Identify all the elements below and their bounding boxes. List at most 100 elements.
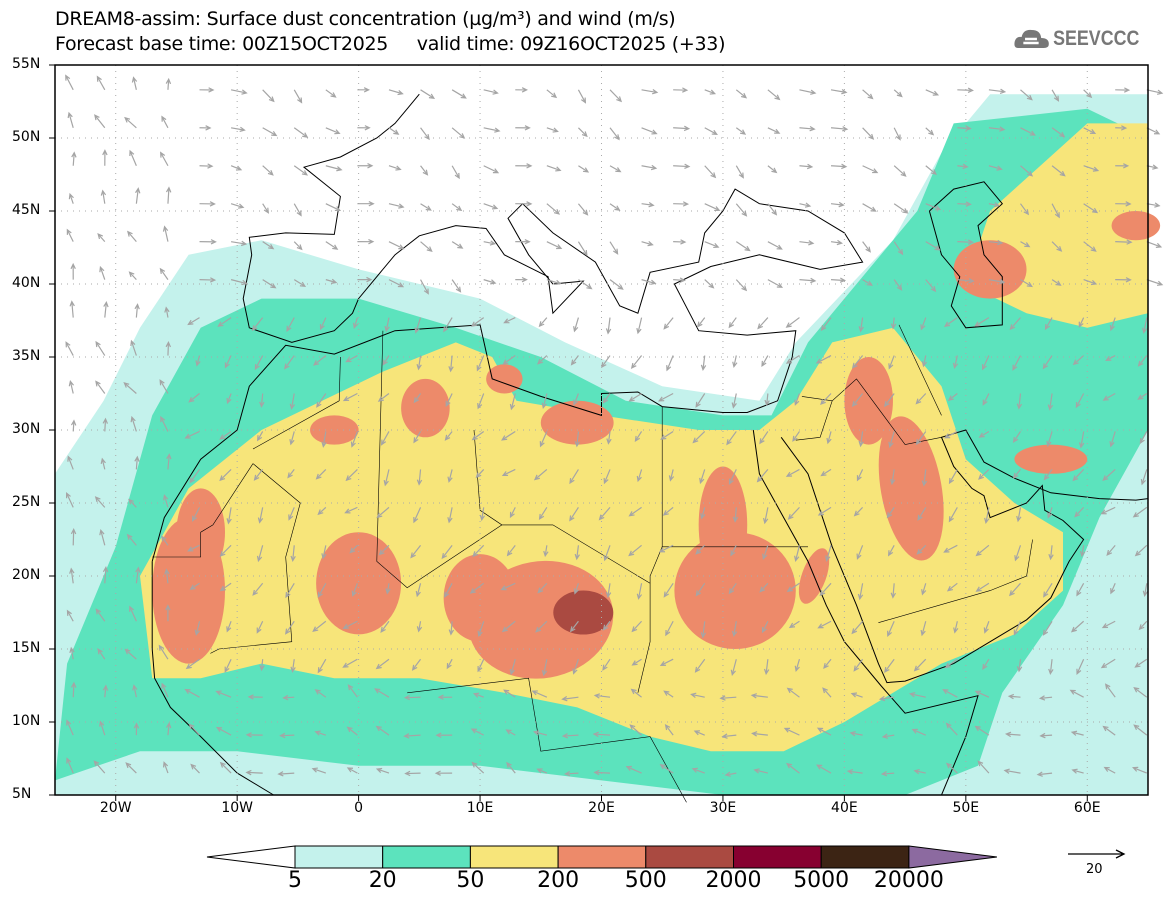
wind-arrow: [561, 696, 579, 702]
wind-arrow: [853, 506, 864, 517]
wind-arrow: [602, 620, 611, 631]
wind-arrow: [735, 241, 751, 252]
colorbar-level-label: 2000: [705, 868, 762, 893]
wind-arrow: [1115, 277, 1132, 283]
wind-arrow: [509, 393, 516, 411]
wind-arrow: [1133, 686, 1148, 698]
wind-arrow: [988, 239, 1004, 246]
wind-arrow: [851, 620, 864, 635]
wind-arrow: [410, 544, 422, 559]
wind-arrow: [99, 265, 106, 280]
wind-arrow: [888, 545, 895, 557]
wind-arrow: [982, 393, 990, 406]
wind-arrow: [262, 203, 270, 214]
wind-arrow: [753, 768, 769, 774]
dust-level-200-500-area: [878, 416, 944, 561]
wind-arrow: [1042, 620, 1053, 636]
wind-arrow: [100, 457, 106, 470]
wind-arrow: [957, 125, 972, 131]
wind-arrow: [673, 277, 686, 283]
wind-arrow: [920, 621, 927, 637]
wind-arrow: [849, 731, 863, 737]
wind-arrow: [862, 279, 873, 286]
wind-arrow: [948, 507, 958, 523]
wind-arrow: [786, 582, 800, 593]
wind-arrow: [988, 126, 1006, 132]
wind-arrow: [135, 566, 141, 584]
wind-arrow: [199, 277, 217, 283]
wind-arrow: [893, 127, 901, 141]
wind-arrow: [437, 694, 453, 700]
wind-arrow: [448, 355, 454, 373]
wind-arrow: [862, 203, 877, 212]
wind-arrow: [252, 582, 264, 596]
wind-arrow: [415, 583, 422, 598]
wind-arrow: [957, 201, 972, 207]
wind-arrow: [134, 303, 140, 318]
wind-arrow: [187, 317, 200, 326]
wind-arrow: [957, 239, 975, 245]
wind-arrow: [731, 393, 737, 409]
wind-arrow: [1083, 279, 1098, 286]
wind-arrow: [974, 317, 990, 327]
wind-arrow: [162, 225, 169, 242]
wind-arrow: [601, 355, 611, 369]
wind-arrow: [501, 430, 516, 441]
wind-arrow: [312, 620, 327, 633]
wind-arrow: [1075, 393, 1085, 409]
dust-level-200-500-area: [698, 466, 748, 584]
wind-arrow: [799, 240, 815, 246]
wind-arrow: [185, 658, 200, 670]
wind-arrow: [325, 127, 341, 135]
wind-arrow: [414, 317, 422, 334]
wind-arrow: [388, 241, 405, 250]
wind-arrow: [957, 163, 969, 170]
lon-label: 10W: [221, 800, 253, 816]
wind-arrow: [199, 125, 212, 131]
colorbar-segment: [557, 845, 647, 869]
wind-arrow: [97, 233, 106, 243]
wind-arrow: [1146, 202, 1161, 208]
wind-arrow: [665, 620, 674, 637]
wind-arrow: [451, 165, 460, 180]
wind-arrow: [451, 279, 462, 293]
wind-arrow: [199, 163, 214, 169]
wind-arrow: [783, 727, 800, 736]
wind-arrow: [351, 583, 358, 597]
wind-arrow: [659, 763, 674, 774]
wind-arrow: [288, 507, 295, 521]
wind-arrow: [447, 507, 453, 524]
wind-arrow: [226, 507, 232, 525]
wind-arrow: [165, 721, 172, 736]
wind-arrow: [1036, 771, 1053, 777]
wind-arrow: [509, 659, 516, 676]
wind-arrow: [794, 393, 801, 406]
wind-arrow: [817, 620, 832, 629]
wind-arrow: [978, 468, 990, 480]
wind-arrow: [262, 89, 275, 103]
wind-arrow: [578, 165, 590, 173]
wind-arrow: [217, 317, 232, 327]
wind-arrow: [704, 165, 717, 179]
country-border: [376, 330, 503, 589]
wind-arrow: [1109, 317, 1116, 332]
wind-arrow: [724, 771, 737, 777]
wind-arrow: [573, 583, 579, 595]
wind-arrow: [1142, 583, 1149, 597]
wind-arrow: [1044, 317, 1053, 331]
wind-arrow: [130, 415, 137, 432]
wind-arrow: [862, 241, 871, 253]
wind-arrow: [293, 203, 302, 217]
wind-arrow: [1100, 658, 1116, 669]
wind-arrow: [605, 583, 612, 599]
wind-arrow: [691, 767, 705, 774]
wind-arrow: [224, 658, 232, 673]
wind-arrow: [916, 544, 927, 555]
wind-arrow: [988, 88, 1007, 94]
colorbar-level-label: 200: [537, 868, 580, 893]
wind-arrow: [573, 317, 580, 333]
wind-arrow: [199, 201, 216, 207]
wind-arrow: [1115, 125, 1128, 131]
wind-arrow: [483, 279, 497, 285]
wind-arrow: [515, 87, 529, 93]
